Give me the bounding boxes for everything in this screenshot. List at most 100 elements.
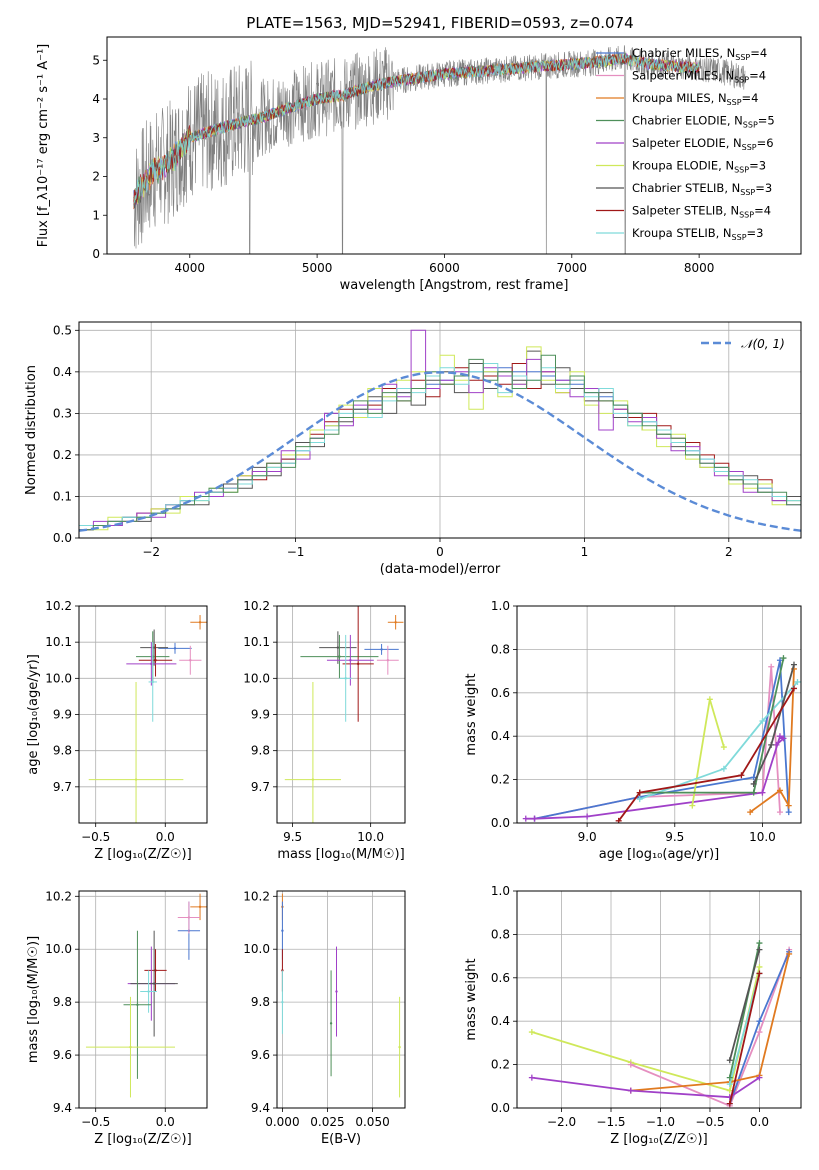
plus-marker — [776, 787, 783, 794]
x-tick-label: 0.025 — [310, 1115, 344, 1129]
x-tick-label: −0.5 — [81, 830, 110, 844]
plot-area — [85, 893, 207, 1098]
panel-weight-vs-Z: −2.0 −1.5 −1.0 −0.5 0.0 0.0 0.2 0.4 0.6 0.8 1.0 Z [… — [464, 884, 802, 1147]
axes-frame — [516, 890, 802, 1109]
plus-marker — [790, 685, 797, 692]
data-point — [136, 1003, 139, 1006]
axes-frame — [276, 890, 406, 1109]
histogram-series — [79, 354, 801, 531]
data-point — [349, 659, 352, 662]
plus-marker — [756, 1074, 763, 1081]
y-tick-label: 10.1 — [243, 635, 270, 649]
plus-marker — [531, 815, 538, 822]
histogram-series — [79, 350, 801, 531]
y-tick-label: 1.0 — [491, 884, 510, 898]
plot-area — [88, 615, 207, 823]
x-tick-label: −1.5 — [596, 1115, 625, 1129]
y-tick-label: 0.4 — [491, 729, 510, 743]
weight-line — [639, 681, 799, 800]
data-point — [380, 648, 383, 651]
y-tick-label: 0.3 — [53, 406, 72, 420]
data-point — [189, 659, 192, 662]
x-tick-label: 0.050 — [355, 1115, 389, 1129]
x-tick-label: 0.0 — [156, 1115, 175, 1129]
plus-marker — [776, 809, 783, 816]
y-tick-label: 9.8 — [53, 744, 72, 758]
data-point — [356, 662, 360, 666]
data-point — [338, 655, 341, 658]
model-spectrum — [133, 53, 700, 204]
plus-marker — [750, 789, 757, 796]
y-tick-label: 10.2 — [45, 599, 72, 613]
x-axis-label: Z [log₁₀(Z/Z☉)] — [94, 1132, 191, 1147]
data-point — [198, 621, 202, 624]
plus-marker — [689, 802, 696, 809]
plus-marker — [627, 1087, 634, 1094]
weight-line — [525, 734, 785, 820]
plus-marker — [636, 796, 643, 803]
plus-marker — [756, 1029, 763, 1036]
data-point — [152, 982, 156, 985]
x-tick-label: 0.0 — [156, 830, 175, 844]
plus-marker — [726, 1081, 733, 1088]
y-tick-label: 9.4 — [251, 1101, 270, 1115]
data-point — [386, 659, 390, 662]
plus-marker — [794, 678, 801, 685]
y-tick-label: 1 — [92, 208, 100, 222]
x-tick-label: 0.000 — [265, 1115, 299, 1129]
y-axis-label: mass weight — [464, 958, 479, 1040]
plot-area — [79, 329, 801, 532]
x-tick-label: 9.0 — [578, 830, 597, 844]
weight-line — [531, 966, 761, 1092]
plus-marker — [584, 813, 591, 820]
x-tick-label: −2.0 — [547, 1115, 576, 1129]
y-tick-label: 0.2 — [491, 773, 510, 787]
legend-label: Chabrier MILES, NSSP=4 — [632, 46, 767, 62]
data-spectrum — [133, 45, 746, 254]
plus-marker — [759, 789, 766, 796]
y-tick-label: 10.1 — [45, 635, 72, 649]
x-tick-label: −0.5 — [695, 1115, 724, 1129]
x-tick-label: 2 — [725, 545, 733, 559]
data-point — [154, 659, 157, 662]
plus-marker — [627, 1061, 634, 1068]
data-point — [129, 1045, 132, 1049]
x-axis-label: Z [log₁₀(Z/Z☉)] — [94, 847, 191, 862]
plus-marker — [726, 1074, 733, 1081]
plus-marker — [756, 940, 763, 947]
x-tick-label: 0 — [436, 545, 444, 559]
data-point — [134, 778, 138, 781]
x-axis-label: age [log₁₀(age/yr)] — [599, 847, 720, 862]
axes-frame — [276, 605, 406, 824]
y-tick-label: 0.8 — [491, 927, 510, 941]
data-point — [398, 1045, 401, 1049]
data-point — [311, 778, 315, 781]
legend-label: Salpeter STELIB, NSSP=4 — [632, 204, 771, 220]
legend-label: Kroupa MILES, NSSP=4 — [632, 91, 758, 107]
panel-mass-vs-Z: −0.5 0.0 9.4 9.6 9.8 10.0 10.2 Z [log₁₀(Z/Z☉)] m… — [26, 889, 208, 1147]
y-tick-label: 9.7 — [251, 780, 270, 794]
y-tick-label: 10.0 — [45, 671, 72, 685]
plus-marker — [528, 1029, 535, 1036]
data-point — [173, 647, 177, 650]
panel-age-vs-Z: −0.5 0.0 9.7 9.8 9.9 10.0 10.1 10.2 Z [log₁₀(Z/Z… — [26, 599, 208, 862]
plus-marker — [738, 772, 745, 779]
data-point — [150, 662, 153, 666]
data-point — [147, 990, 150, 993]
y-tick-label: 1.0 — [491, 599, 510, 613]
data-point — [335, 990, 338, 993]
data-point — [198, 905, 202, 909]
plus-marker — [786, 950, 793, 957]
y-axis-label: age [log₁₀(age/yr)] — [26, 654, 41, 775]
legend-label: Kroupa ELODIE, NSSP=3 — [632, 159, 766, 175]
plus-marker — [726, 1087, 733, 1094]
y-tick-label: 2 — [92, 170, 100, 184]
y-tick-label: 0.1 — [53, 489, 72, 503]
y-tick-label: 0.2 — [53, 448, 72, 462]
y-tick-label: 0 — [92, 247, 100, 261]
weight-line — [630, 953, 790, 1092]
y-tick-label: 0.8 — [491, 642, 510, 656]
axes-frame — [78, 321, 802, 539]
data-point — [336, 646, 340, 649]
